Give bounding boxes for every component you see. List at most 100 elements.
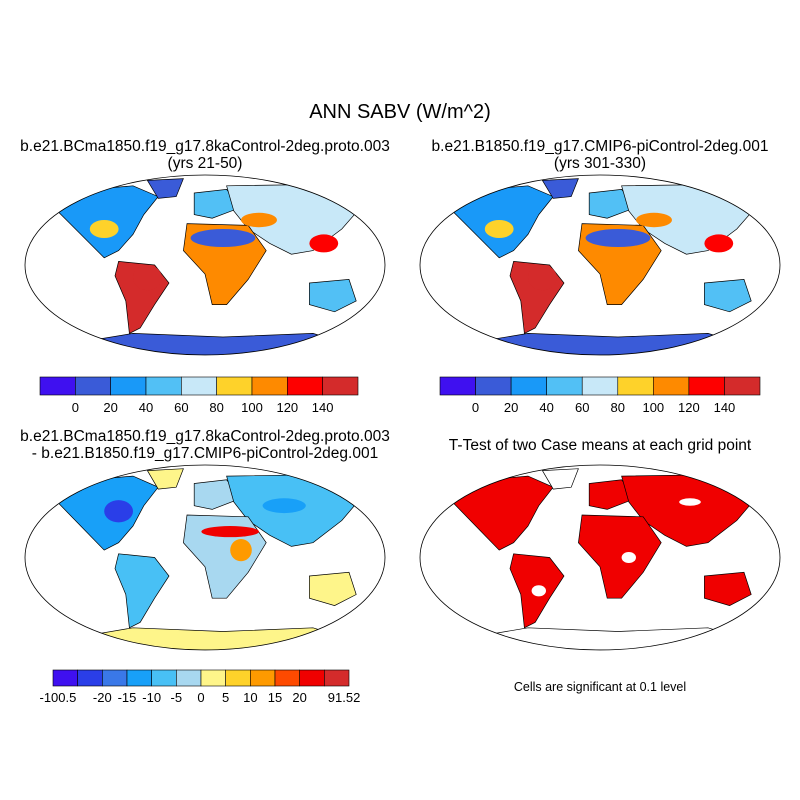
field-patch <box>484 220 514 238</box>
colorbar-tick-label: 140 <box>311 400 334 415</box>
land-greenland <box>541 178 579 199</box>
map-border <box>24 464 386 651</box>
colorbar-panel1 <box>39 376 359 396</box>
colorbar-tick-label: -20 <box>92 690 112 705</box>
colorbar-box <box>151 669 177 687</box>
field-patch <box>621 551 636 564</box>
colorbar-box <box>110 376 147 396</box>
field-patch <box>585 229 651 247</box>
colorbar-tick-label: 20 <box>503 400 519 415</box>
colorbar-tick-label: 60 <box>174 400 189 415</box>
panel3-title-line2: - b.e21.B1850.f19_g17.CMIP6-piControl-2d… <box>31 445 379 462</box>
colorbar-tick-label: 91.52 <box>327 690 361 705</box>
land-africa <box>578 514 662 599</box>
colorbar-box <box>546 376 583 396</box>
map-border <box>419 464 781 651</box>
panel1-title: b.e21.BCma1850.f19_g17.8kaControl-2deg.p… <box>5 138 405 172</box>
colorbar-tick-label: 60 <box>574 400 590 415</box>
colorbar-box <box>439 376 476 396</box>
colorbar-tick-label: 15 <box>267 690 283 705</box>
colorbar-box <box>251 376 288 396</box>
colorbar-tick-label: 80 <box>610 400 625 415</box>
map-border <box>24 174 386 356</box>
panel2-title-line2: (yrs 301-330) <box>553 155 647 172</box>
field-patch <box>133 265 162 291</box>
colorbar-box <box>52 669 78 687</box>
colorbar-box <box>39 376 76 396</box>
map-panel1 <box>24 174 386 356</box>
colorbar-box <box>216 376 253 396</box>
colorbar-tick-label: -5 <box>170 690 183 705</box>
colorbar-tick-label: 120 <box>276 400 299 415</box>
colorbar-box <box>287 376 323 396</box>
land-namerica <box>46 475 159 551</box>
land-europe <box>193 189 242 219</box>
colorbar-box <box>475 376 512 396</box>
colorbar-tick-label: 0 <box>71 400 79 415</box>
colorbar-tick-label: 100 <box>241 400 263 415</box>
colorbar-box <box>102 669 128 687</box>
colorbar-tick-label: 40 <box>539 400 554 415</box>
colorbar-box <box>581 376 619 396</box>
colorbar-tick-label: 140 <box>713 400 736 415</box>
colorbar-box <box>653 376 690 396</box>
colorbar-tick-label: 40 <box>138 400 154 415</box>
colorbar-tick-label: 120 <box>678 400 700 415</box>
field-patch <box>262 498 306 514</box>
land-antarctica <box>454 333 745 355</box>
colorbar-tick-label: 20 <box>292 690 307 705</box>
land-greenland <box>146 178 184 199</box>
land-antarctica <box>59 627 350 650</box>
colorbar-tick-label: -15 <box>117 690 137 705</box>
panel1-title-line1: b.e21.BCma1850.f19_g17.8kaControl-2deg.p… <box>20 138 390 155</box>
colorbar-box <box>324 669 350 687</box>
field-patch <box>241 212 277 228</box>
panel2-title: b.e21.B1850.f19_g17.CMIP6-piControl-2deg… <box>400 138 800 172</box>
field-patch <box>531 585 546 597</box>
land-namerica <box>441 475 554 551</box>
colorbar-tick-label: 100 <box>642 400 665 415</box>
colorbar-box <box>75 376 111 396</box>
colorbar-tick-label: 0 <box>471 400 480 415</box>
figure-title: ANN SABV (W/m^2) <box>309 101 491 123</box>
map-border <box>419 174 781 356</box>
colorbar-box <box>200 669 226 687</box>
colorbar-box <box>510 376 547 396</box>
colorbar-tick-label: -100.5 <box>39 690 77 705</box>
land-australia <box>704 571 752 606</box>
land-europe <box>193 479 242 510</box>
field-patch <box>309 234 339 253</box>
colorbar-box <box>176 669 202 687</box>
land-antarctica <box>454 627 745 650</box>
land-europe <box>588 479 637 510</box>
land-europe <box>588 189 637 219</box>
colorbar-box <box>225 669 251 687</box>
field-patch <box>679 498 701 506</box>
colorbar-box <box>250 669 276 687</box>
field-patch <box>230 539 252 562</box>
colorbar-tick-label: -10 <box>142 690 162 705</box>
colorbar-box <box>274 669 300 687</box>
panel3-title: b.e21.BCma1850.f19_g17.8kaControl-2deg.p… <box>5 428 405 462</box>
map-panel2 <box>419 174 781 356</box>
field-patch <box>89 220 119 238</box>
colorbar-panel2 <box>439 376 761 396</box>
colorbar-box <box>617 376 654 396</box>
panel1-title-line2: (yrs 21-50) <box>167 155 243 172</box>
colorbar-box <box>688 376 725 396</box>
field-patch <box>704 234 734 253</box>
colorbar-box <box>181 376 217 396</box>
land-antarctica <box>59 333 350 355</box>
field-patch <box>104 500 133 523</box>
colorbar-tick-label: 0 <box>197 690 205 705</box>
map-panel3 <box>24 464 386 651</box>
land-australia <box>309 571 357 606</box>
field-patch <box>201 526 259 538</box>
colorbar-box <box>322 376 359 396</box>
land-australia <box>704 279 752 313</box>
colorbar-panel3 <box>52 669 350 687</box>
colorbar-box <box>145 376 182 396</box>
colorbar-tick-label: 20 <box>103 400 118 415</box>
